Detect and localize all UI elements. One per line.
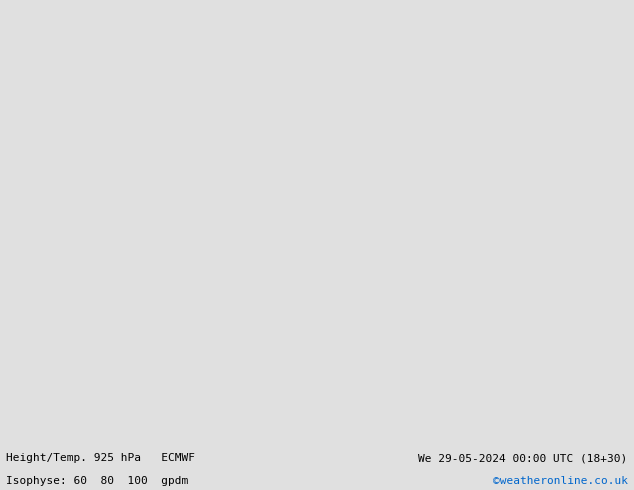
Text: Isophyse: 60  80  100  gpdm: Isophyse: 60 80 100 gpdm [6, 476, 188, 486]
Text: Height/Temp. 925 hPa   ECMWF: Height/Temp. 925 hPa ECMWF [6, 453, 195, 463]
Text: We 29-05-2024 00:00 UTC (18+30): We 29-05-2024 00:00 UTC (18+30) [418, 453, 628, 463]
Text: ©weatheronline.co.uk: ©weatheronline.co.uk [493, 476, 628, 486]
